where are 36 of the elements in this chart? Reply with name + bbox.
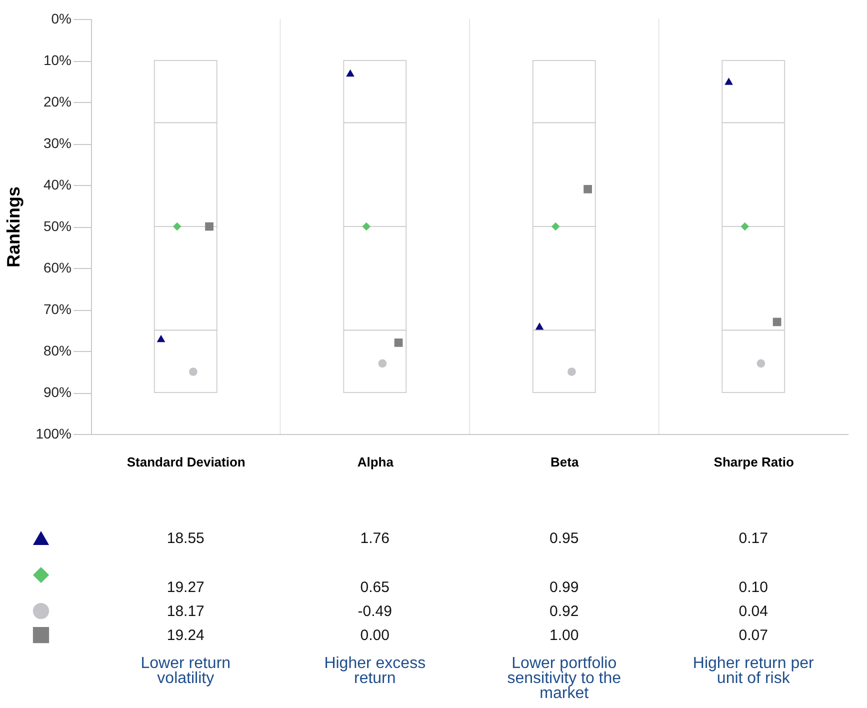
text: 18.17 (166, 603, 204, 620)
text: Higher return per unit of risk (692, 655, 815, 687)
text: Higher excess return (324, 655, 426, 687)
y-tick-label: 100% (36, 426, 72, 442)
text: 19.27 (166, 579, 204, 596)
text: Lower portfolio sensitivity to the market (507, 655, 622, 702)
y-tick-label: 20% (43, 94, 72, 110)
text: 0.92 (550, 603, 579, 620)
text: 0.17 (738, 530, 768, 547)
text: 0.95 (550, 530, 579, 547)
x-tick-label: Standard Deviation (126, 454, 246, 470)
x-tick-label: Sharpe Ratio (714, 454, 794, 470)
y-tick-label: 80% (43, 342, 72, 358)
y-tick-label: 0% (51, 10, 72, 26)
text: Lower return volatility (140, 655, 231, 687)
text: 0.04 (738, 603, 768, 620)
text: 0.10 (738, 579, 768, 596)
text: -0.49 (358, 603, 392, 620)
text: 0.65 (360, 579, 390, 596)
text: 19.24 (166, 627, 204, 644)
text: 0.00 (360, 627, 390, 644)
y-tick-label: 70% (43, 301, 72, 317)
text: 1.76 (360, 530, 390, 547)
x-tick-label: Beta (550, 454, 580, 470)
y-tick-label: 10% (43, 52, 72, 68)
text: 1.00 (550, 627, 579, 644)
y-tick-label: 90% (43, 384, 72, 400)
y-tick-label: 40% (43, 176, 72, 192)
text: 18.55 (166, 530, 204, 547)
y-axis-title: Rankings (4, 186, 24, 268)
y-tick-label: 30% (43, 135, 72, 151)
y-tick-label: 60% (43, 260, 72, 276)
y-tick-label: 50% (43, 218, 72, 234)
x-tick-label: Alpha (357, 454, 394, 470)
text: 0.99 (550, 579, 579, 596)
text: 0.07 (738, 627, 768, 644)
